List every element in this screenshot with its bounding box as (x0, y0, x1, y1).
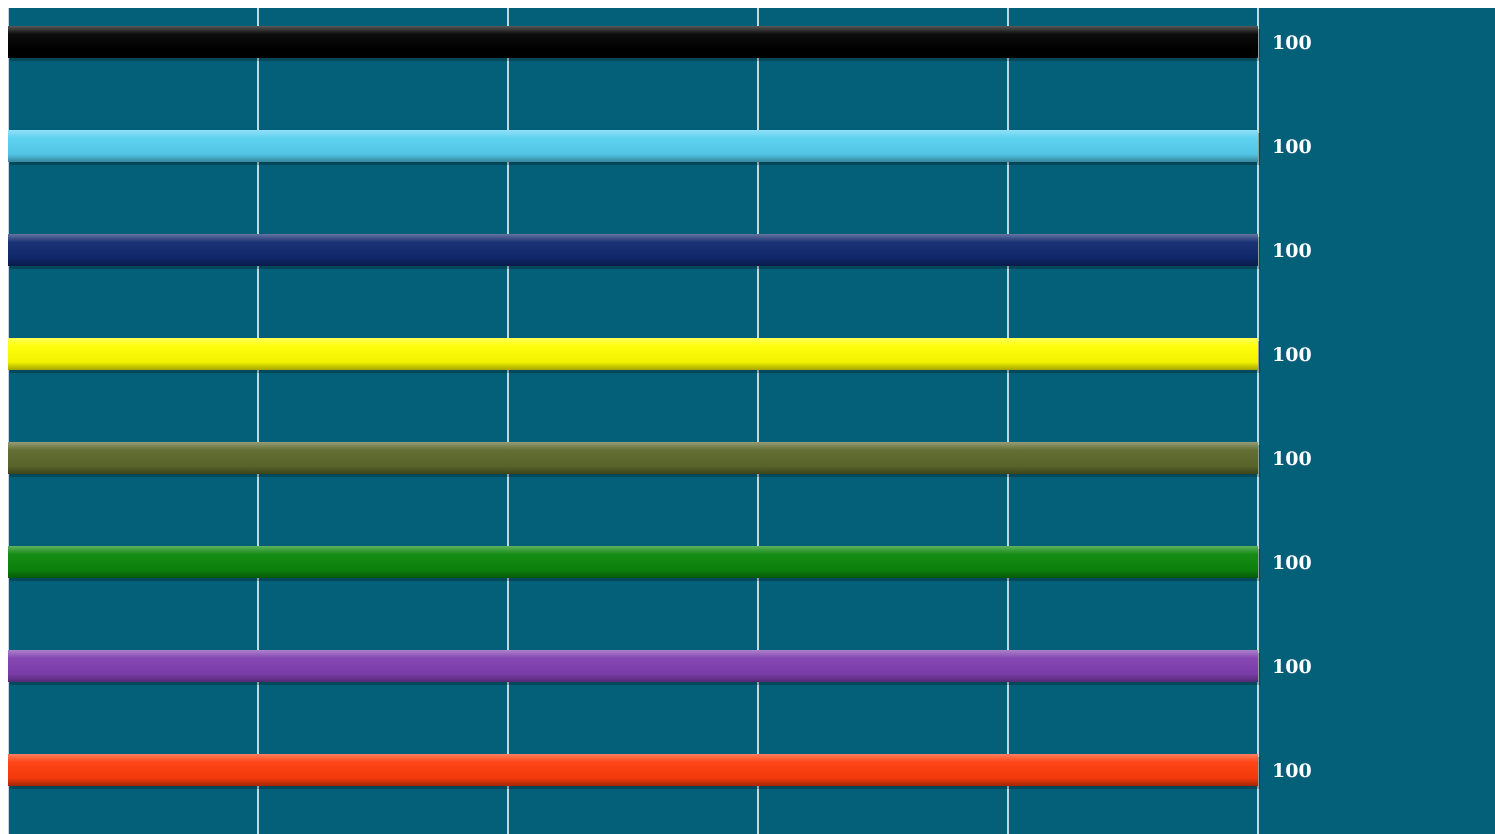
bar-bevel (8, 546, 1258, 578)
value-label: 100 (1272, 656, 1312, 678)
value-label: 100 (1272, 32, 1312, 54)
value-label: 100 (1272, 240, 1312, 262)
bar-bevel (8, 650, 1258, 682)
value-label: 100 (1272, 552, 1312, 574)
value-label: 100 (1272, 344, 1312, 366)
value-label: 100 (1272, 760, 1312, 782)
bar-bevel (8, 234, 1258, 266)
value-label: 100 (1272, 448, 1312, 470)
bar-bevel (8, 130, 1258, 162)
value-label: 100 (1272, 136, 1312, 158)
bar-bevel (8, 754, 1258, 786)
bar-bevel (8, 26, 1258, 58)
bar-bevel (8, 442, 1258, 474)
bar-bevel (8, 338, 1258, 370)
